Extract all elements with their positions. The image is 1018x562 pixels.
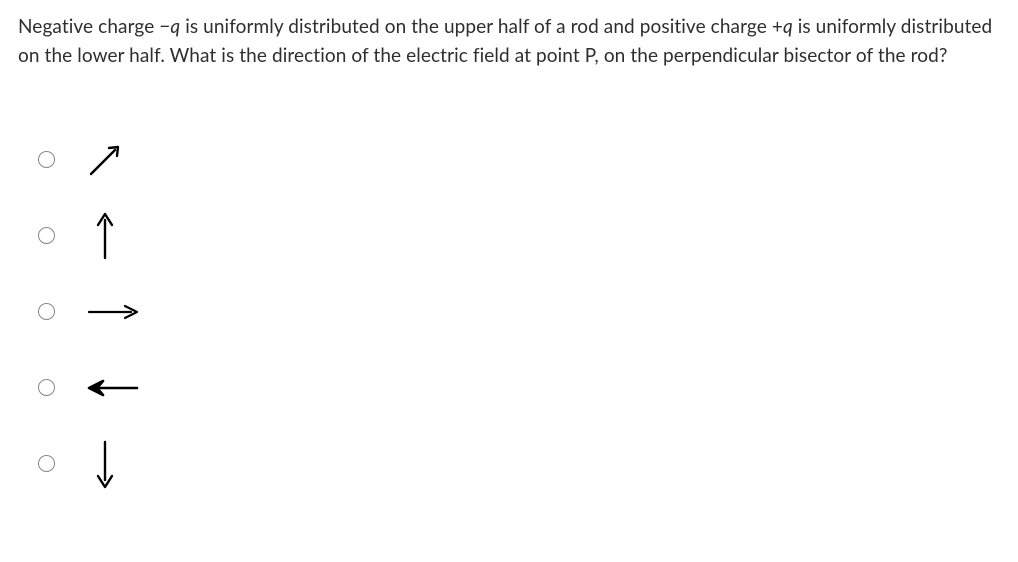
radio-button[interactable]	[38, 379, 55, 396]
option-left[interactable]	[38, 353, 1000, 423]
option-down[interactable]	[38, 429, 1000, 499]
q-var-2: q	[783, 15, 793, 38]
arrow-down-icon	[85, 434, 145, 494]
arrow-left-icon	[85, 358, 145, 418]
radio-button[interactable]	[38, 151, 55, 168]
arrow-right-icon	[85, 282, 145, 342]
q-part-3: is uniformly distributed on the upper ha…	[180, 15, 772, 38]
q-part-0: Negative charge	[18, 15, 159, 38]
options-list	[18, 125, 1000, 499]
radio-button[interactable]	[38, 303, 55, 320]
arrow-up-icon	[85, 206, 145, 266]
radio-button[interactable]	[38, 227, 55, 244]
radio-button[interactable]	[38, 455, 55, 472]
question-text: Negative charge −q is uniformly distribu…	[18, 12, 1000, 71]
q-var-1: q	[170, 15, 180, 38]
q-minus: −	[159, 15, 170, 38]
q-plus: +	[772, 15, 783, 38]
arrow-up-right-icon	[85, 130, 145, 190]
option-right[interactable]	[38, 277, 1000, 347]
option-up[interactable]	[38, 201, 1000, 271]
option-up-right[interactable]	[38, 125, 1000, 195]
